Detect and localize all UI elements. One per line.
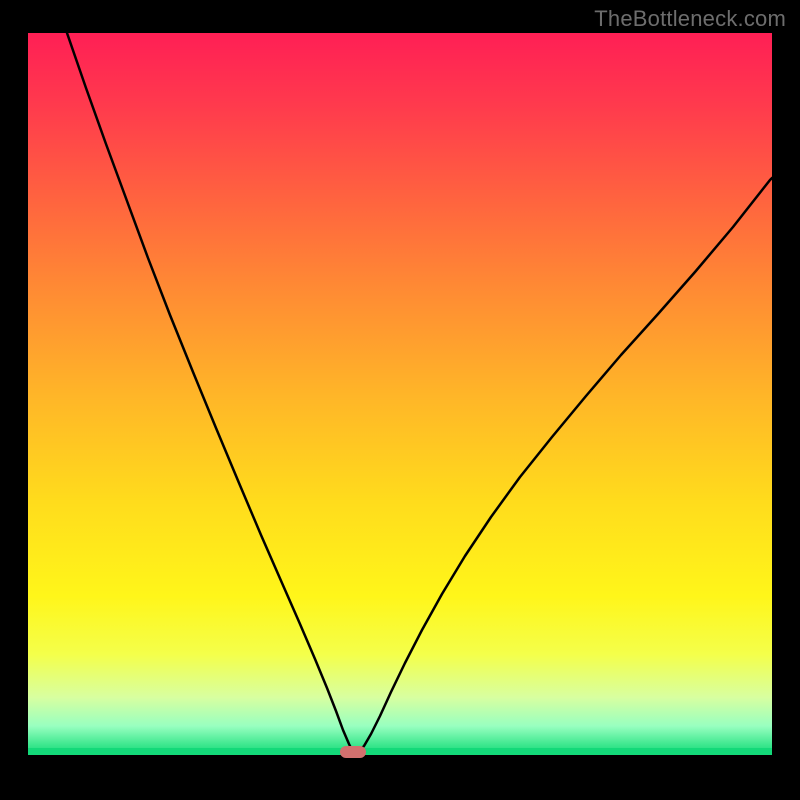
vertex-marker (340, 746, 366, 758)
bottleneck-chart: TheBottleneck.com (0, 0, 800, 800)
green-band (28, 748, 772, 755)
watermark-text: TheBottleneck.com (594, 6, 786, 32)
plot-background (28, 33, 772, 755)
chart-svg (0, 0, 800, 800)
